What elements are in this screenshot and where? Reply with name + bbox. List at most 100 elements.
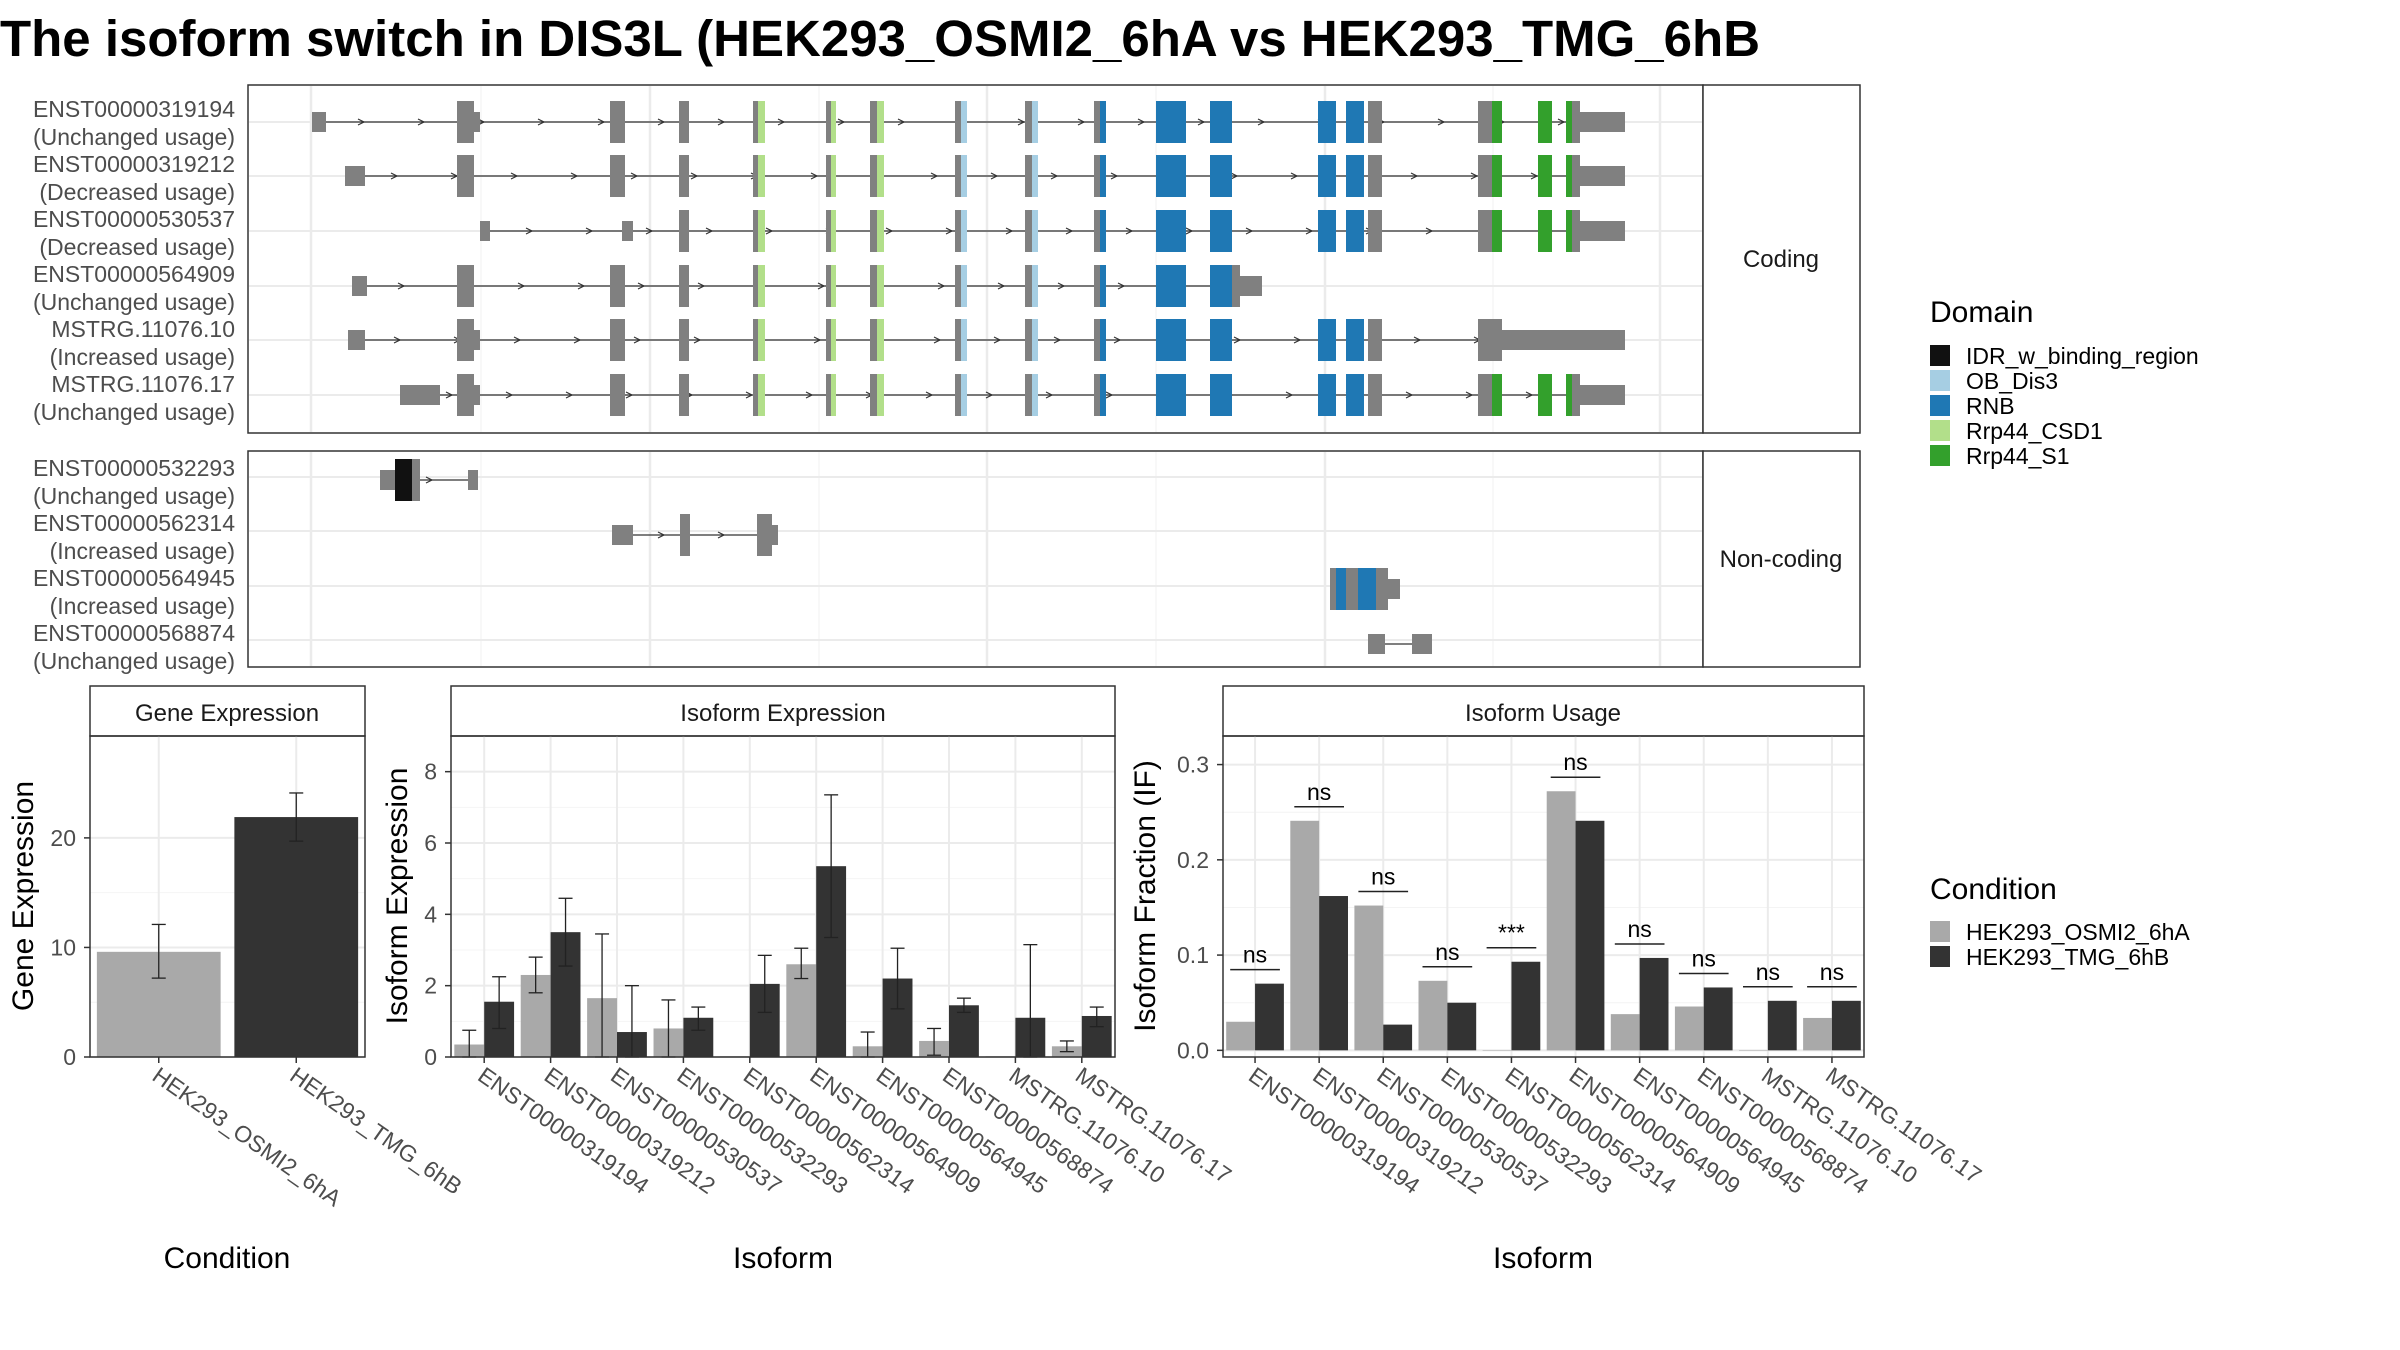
- cds-exon: [412, 459, 420, 501]
- cds-exon: [1478, 210, 1492, 252]
- utr-exon: [480, 221, 490, 241]
- isoform-usage-ylabel: Isoform Fraction (IF): [1129, 760, 1162, 1032]
- bar: [1767, 1000, 1797, 1051]
- coding-row-usage: (Unchanged usage): [33, 399, 235, 425]
- strand-arrow: [505, 391, 514, 399]
- bar: [234, 817, 359, 1057]
- strand-arrow: [1045, 391, 1054, 399]
- noncoding-row-labels: ENST00000532293 (Unchanged usage) ENST00…: [33, 455, 235, 674]
- y-tick-label: 0: [424, 1044, 437, 1070]
- domain-swatch-rnb: [1930, 395, 1950, 416]
- figure-title: The isoform switch in DIS3L (HEK293_OSMI…: [0, 10, 1760, 67]
- bar: [1383, 1024, 1413, 1051]
- domain-segment: [758, 155, 765, 197]
- strand-arrow: [597, 118, 606, 126]
- cds-exon: [955, 374, 961, 416]
- strand-arrow: [565, 391, 574, 399]
- cds-exon: [1374, 155, 1382, 197]
- isoform-usage-strip: [1222, 685, 1865, 737]
- domain-segment: [1492, 374, 1502, 416]
- y-tick-label: 6: [424, 830, 437, 856]
- cds-exon: [679, 210, 689, 252]
- strand-arrow: [817, 282, 826, 290]
- strand-arrow: [390, 172, 399, 180]
- significance-label: ns: [1435, 939, 1459, 965]
- strand-arrow: [1465, 391, 1474, 399]
- strand-arrow: [445, 391, 454, 399]
- bar: [1803, 1017, 1832, 1051]
- domain-segment: [1156, 210, 1186, 252]
- cds-exon: [753, 210, 758, 252]
- strand-arrow: [1557, 118, 1566, 126]
- isoform-usage-xlabel: Isoform: [1493, 1242, 1593, 1275]
- cds-exon: [955, 265, 961, 307]
- domain-swatch-csd1: [1930, 420, 1950, 441]
- bar: [1511, 961, 1541, 1051]
- domain-segment: [1156, 265, 1186, 307]
- condition-legend-label: HEK293_OSMI2_6hA: [1966, 919, 2190, 945]
- strand-arrow: [1065, 227, 1074, 235]
- cds-exon: [753, 101, 758, 143]
- cds-exon: [1374, 210, 1382, 252]
- cds-exon: [1094, 101, 1100, 143]
- strand-arrow: [585, 227, 594, 235]
- domain-segment: [1100, 319, 1106, 361]
- strand-arrow: [1077, 118, 1086, 126]
- bar: [1255, 983, 1284, 1051]
- utr-exon: [470, 112, 480, 132]
- domain-segment: [1210, 374, 1232, 416]
- bar: [949, 1005, 979, 1057]
- isoform-usage-chart: 0.00.10.20.3nsENST00000319194nsENST00000…: [1177, 736, 1986, 1199]
- utr-exon: [345, 166, 365, 186]
- domain-segment: [758, 101, 765, 143]
- cds-exon: [955, 101, 961, 143]
- domain-segment: [1100, 101, 1106, 143]
- domain-segment: [1032, 210, 1038, 252]
- cds-exon: [1572, 155, 1580, 197]
- strand-arrow: [1017, 118, 1026, 126]
- domain-segment: [1210, 155, 1232, 197]
- cds-exon: [826, 210, 831, 252]
- strand-arrow: [985, 391, 994, 399]
- strand-arrow: [1137, 118, 1146, 126]
- utr-exon: [1232, 276, 1262, 296]
- domain-segment: [831, 101, 836, 143]
- noncoding-row-usage: (Unchanged usage): [33, 483, 235, 509]
- cds-exon: [870, 265, 877, 307]
- cds-exon: [870, 155, 877, 197]
- bar: [1831, 1000, 1861, 1051]
- coding-row-usage: (Increased usage): [50, 344, 235, 370]
- domain-segment: [1318, 155, 1336, 197]
- utr-exon: [312, 112, 326, 132]
- strand-arrow: [1293, 336, 1302, 344]
- bar: [1546, 791, 1576, 1051]
- strand-arrow: [1305, 227, 1314, 235]
- isoform-expression-frame: [450, 735, 1116, 1058]
- cds-exon: [610, 265, 625, 307]
- cds-exon: [457, 374, 474, 416]
- cds-exon: [610, 101, 625, 143]
- cds-exon: [1094, 155, 1100, 197]
- strand-arrow: [633, 336, 642, 344]
- strand-arrow: [1425, 227, 1434, 235]
- cds-exon: [870, 374, 877, 416]
- cds-exon: [1025, 155, 1032, 197]
- strand-arrow: [1005, 227, 1014, 235]
- domain-segment: [877, 265, 884, 307]
- domain-legend-label: IDR_w_binding_region: [1966, 343, 2199, 369]
- domain-segment: [1156, 374, 1186, 416]
- strand-arrow: [1050, 172, 1059, 180]
- cds-exon: [457, 319, 474, 361]
- strand-arrow: [1117, 282, 1126, 290]
- strand-arrow: [813, 336, 822, 344]
- coding-row-id: ENST00000319194: [33, 96, 235, 122]
- domain-segment: [1566, 101, 1572, 143]
- cds-exon: [1330, 568, 1336, 610]
- domain-segment: [1538, 210, 1552, 252]
- strand-arrow: [417, 118, 426, 126]
- cds-exon: [1025, 265, 1032, 307]
- domain-segment: [1346, 101, 1364, 143]
- strand-arrow: [1197, 118, 1206, 126]
- significance-label: ns: [1756, 959, 1780, 985]
- domain-legend-label: OB_Dis3: [1966, 368, 2058, 394]
